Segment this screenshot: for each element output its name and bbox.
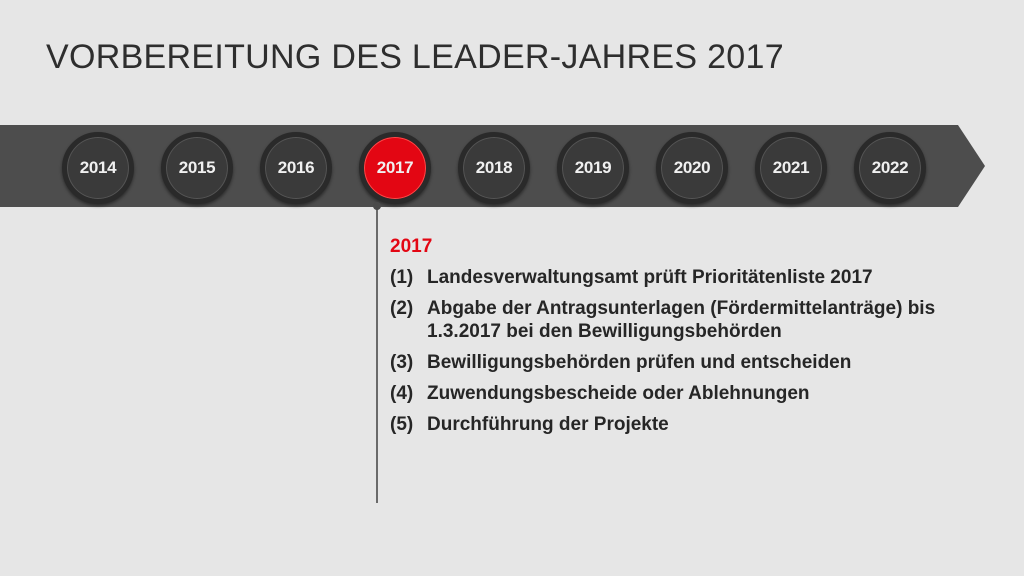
item-number: (4) <box>390 383 414 404</box>
timeline-year-2016: 2016 <box>260 132 332 204</box>
item-number: (2) <box>390 298 414 319</box>
list-item: (3) Bewilligungsbehörden prüfen und ents… <box>390 351 1010 374</box>
timeline-year-2014: 2014 <box>62 132 134 204</box>
item-number: (1) <box>390 267 414 288</box>
item-number: (5) <box>390 414 414 435</box>
list-item: (4) Zuwendungsbescheide oder Ablehnungen <box>390 382 1010 405</box>
timeline-year-2020: 2020 <box>656 132 728 204</box>
timeline-year-2019: 2019 <box>557 132 629 204</box>
item-text: Durchführung der Projekte <box>427 414 669 435</box>
details-heading: 2017 <box>390 236 433 257</box>
details-list: (1) Landesverwaltungsamt prüft Priorität… <box>390 266 1010 436</box>
timeline-year-2017-active: 2017 <box>359 132 431 204</box>
item-text: Landesverwaltungsamt prüft Prioritätenli… <box>427 267 873 288</box>
timeline-year-2015: 2015 <box>161 132 233 204</box>
timeline-year-2021: 2021 <box>755 132 827 204</box>
list-item: (2) Abgabe der Antragsunterlagen (Förder… <box>390 297 1010 343</box>
item-text: Zuwendungsbescheide oder Ablehnungen <box>427 383 810 404</box>
slide-title: VORBEREITUNG DES LEADER-JAHRES 2017 <box>46 38 784 76</box>
timeline-year-2018: 2018 <box>458 132 530 204</box>
list-item: (5) Durchführung der Projekte <box>390 413 1010 436</box>
timeline-connector-line <box>376 205 378 503</box>
item-number: (3) <box>390 352 414 373</box>
item-text: Bewilligungsbehörden prüfen und entschei… <box>427 352 852 373</box>
list-item: (1) Landesverwaltungsamt prüft Priorität… <box>390 266 1010 289</box>
year-details: 2017 (1) Landesverwaltungsamt prüft Prio… <box>390 236 1010 444</box>
item-text: Abgabe der Antragsunterlagen (Fördermitt… <box>427 298 936 342</box>
timeline-connector-dot <box>373 202 381 210</box>
timeline-year-2022: 2022 <box>854 132 926 204</box>
